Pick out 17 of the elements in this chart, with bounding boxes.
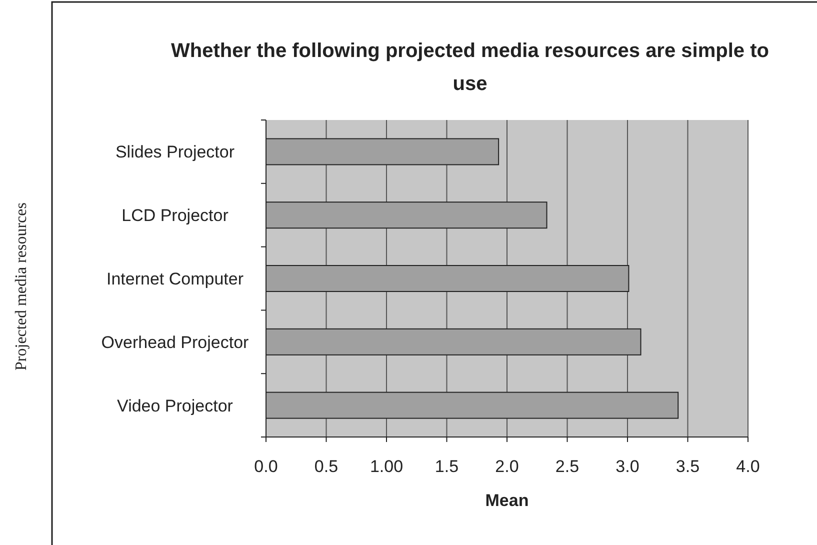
- y-tick-label: Slides Projector: [115, 142, 235, 162]
- x-tick-label: 0.0: [254, 457, 278, 476]
- y-axis-title: Projected media resources: [13, 202, 30, 370]
- y-tick-label: Overhead Projector: [101, 332, 250, 352]
- chart-title: Whether the following projected media resources are simple to use: [171, 40, 769, 95]
- x-tick-label: 0.5: [314, 457, 338, 476]
- x-tick-label: 3.0: [616, 457, 640, 476]
- x-axis-title: Mean: [485, 491, 529, 510]
- x-tick-label: 3.5: [676, 457, 700, 476]
- x-tick-label: 2.5: [555, 457, 580, 476]
- x-tick-label: 1.5: [434, 457, 459, 476]
- y-tick-label: Video Projector: [117, 396, 234, 416]
- y-tick-label: Internet Computer: [106, 270, 244, 288]
- x-tick-label: 4.0: [736, 457, 760, 476]
- y-tick-label: LCD Projector: [122, 206, 229, 226]
- x-tick-label: 1.00: [370, 457, 404, 476]
- x-tick-label: 2.0: [495, 457, 519, 476]
